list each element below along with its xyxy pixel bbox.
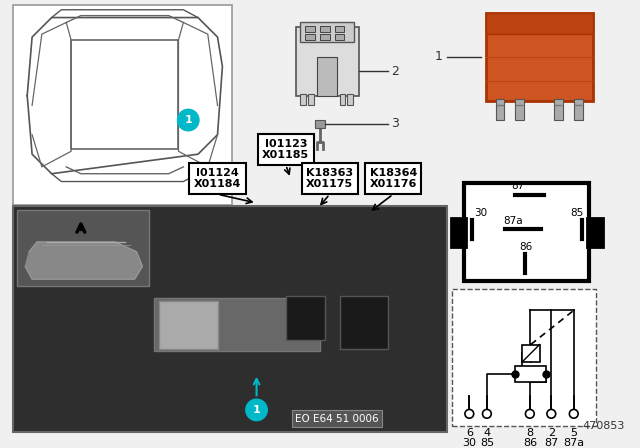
Bar [154, 297, 320, 351]
Text: 1: 1 [253, 405, 260, 415]
Bar [301, 22, 354, 42]
Bar [159, 301, 218, 349]
Bar [301, 94, 307, 105]
Bar [320, 34, 330, 40]
Bar [495, 99, 504, 120]
Text: K18364
X01176: K18364 X01176 [369, 168, 417, 190]
Circle shape [525, 409, 534, 418]
Bar [486, 13, 593, 100]
Text: 87: 87 [544, 438, 559, 448]
Text: 5: 5 [570, 428, 577, 439]
Text: I01123
X01185: I01123 X01185 [262, 138, 309, 160]
Bar [339, 94, 346, 105]
Circle shape [246, 399, 268, 421]
Text: EO E64 51 0006: EO E64 51 0006 [295, 414, 378, 423]
Text: 86: 86 [519, 242, 532, 252]
Text: I01124
X01184: I01124 X01184 [194, 168, 241, 190]
Bar [315, 120, 325, 128]
Text: 4: 4 [483, 428, 490, 439]
Bar [71, 40, 179, 149]
Bar [515, 99, 524, 120]
Bar [305, 34, 315, 40]
Text: 6: 6 [466, 428, 473, 439]
Ellipse shape [179, 301, 247, 349]
Text: 470853: 470853 [582, 422, 625, 431]
Bar [335, 26, 344, 32]
Text: 85: 85 [480, 438, 494, 448]
Bar [286, 296, 325, 340]
Bar [317, 56, 337, 95]
Bar [465, 184, 589, 281]
Circle shape [570, 409, 578, 418]
Text: 8: 8 [526, 428, 533, 439]
Bar [13, 206, 447, 432]
Bar [451, 218, 467, 247]
Bar [339, 296, 388, 349]
Text: K18363
X01175: K18363 X01175 [306, 168, 353, 190]
Text: 3: 3 [391, 117, 399, 130]
Polygon shape [25, 242, 142, 279]
Bar [305, 26, 315, 32]
Text: 85: 85 [570, 207, 583, 218]
Bar [522, 345, 540, 362]
Bar [588, 218, 603, 247]
Circle shape [177, 109, 199, 131]
Circle shape [465, 409, 474, 418]
Bar [452, 289, 596, 426]
Bar [296, 27, 359, 95]
Text: 30: 30 [462, 438, 476, 448]
Bar [320, 26, 330, 32]
Text: 1: 1 [184, 115, 192, 125]
Text: 30: 30 [474, 207, 487, 218]
Bar [17, 210, 149, 286]
Bar [515, 366, 547, 382]
Circle shape [547, 409, 556, 418]
Bar [308, 94, 314, 105]
Text: 2: 2 [391, 65, 399, 78]
Bar [554, 99, 563, 120]
Text: 87a: 87a [504, 216, 523, 226]
Text: 2: 2 [548, 428, 555, 439]
Bar [348, 94, 353, 105]
Text: 87: 87 [511, 181, 525, 191]
Bar [13, 5, 232, 205]
Bar [486, 13, 593, 34]
Bar [335, 34, 344, 40]
Text: 1: 1 [435, 50, 443, 63]
Text: 86: 86 [523, 438, 537, 448]
Bar [573, 99, 582, 120]
Polygon shape [28, 17, 223, 174]
Text: 87a: 87a [563, 438, 584, 448]
Circle shape [483, 409, 492, 418]
